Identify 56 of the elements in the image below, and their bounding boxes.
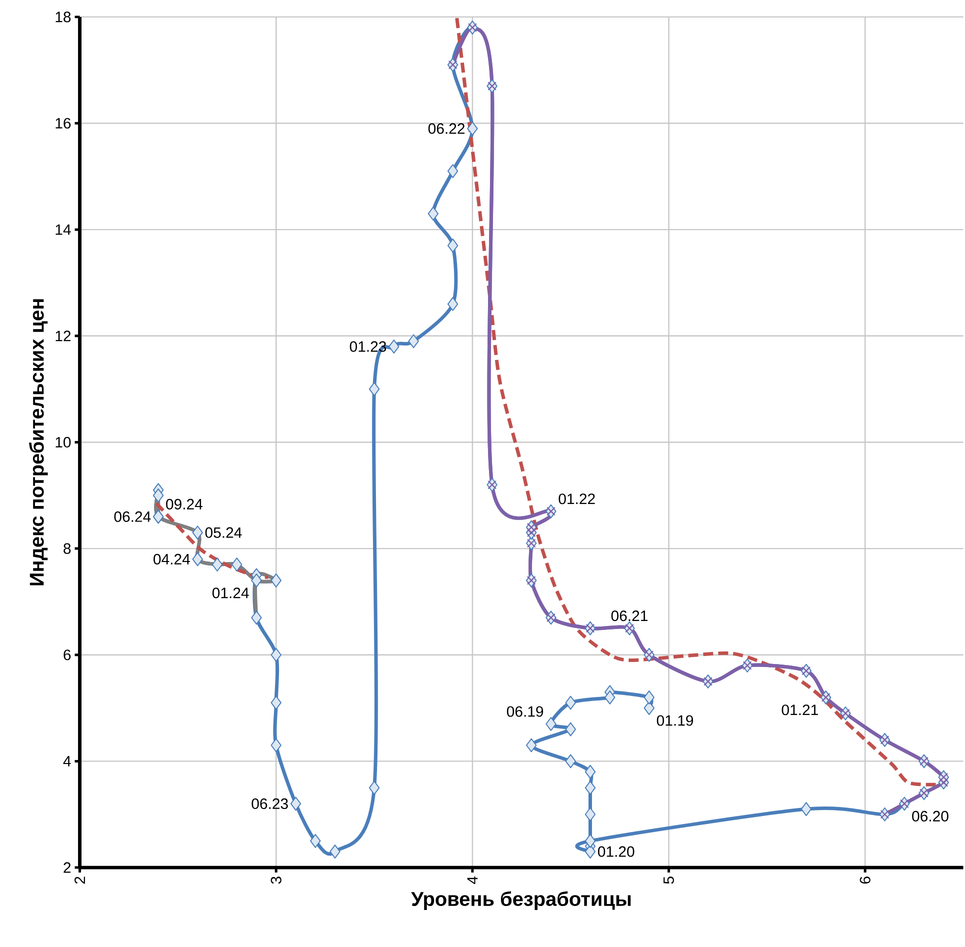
- annotation: 06.23: [252, 798, 288, 809]
- annotation: 01.24: [212, 587, 249, 598]
- annotation: 01.20: [598, 846, 634, 857]
- y-tick-label: 18: [56, 12, 71, 22]
- point: [526, 522, 536, 532]
- point: [900, 799, 909, 808]
- x-tick-label: 6: [860, 876, 870, 884]
- annotation: 09.24: [166, 498, 202, 510]
- annotation: 04.24: [154, 554, 190, 564]
- point: [802, 666, 811, 676]
- point: [920, 788, 928, 798]
- y-tick-label: 14: [56, 224, 71, 235]
- point: [704, 676, 713, 686]
- annotation: 01.23: [350, 341, 386, 352]
- annotation: 06.21: [611, 610, 648, 621]
- point: [644, 650, 654, 660]
- annotation: 05.24: [205, 527, 242, 538]
- x-tick-label: 4: [467, 876, 478, 884]
- point: [468, 22, 477, 32]
- y-axis-title: Индекс потребительских цен: [29, 299, 48, 586]
- point: [526, 538, 536, 548]
- point: [939, 772, 948, 782]
- point: [488, 480, 497, 490]
- point: [939, 778, 948, 787]
- y-tick-label: 2: [64, 862, 71, 873]
- annotation: 01.22: [558, 493, 595, 504]
- point: [880, 735, 890, 744]
- point: [880, 810, 890, 819]
- y-tick-label: 12: [56, 330, 71, 341]
- x-tick-label: 2: [74, 876, 85, 884]
- y-tick-label: 4: [63, 756, 71, 766]
- point: [625, 624, 634, 633]
- point: [821, 692, 830, 702]
- y-tick-label: 10: [56, 436, 71, 448]
- point: [742, 660, 752, 670]
- annotation: 06.24: [114, 511, 151, 522]
- point: [840, 708, 850, 718]
- point: [526, 576, 536, 585]
- x-tick-label: 5: [664, 876, 674, 884]
- y-tick-label: 8: [64, 543, 71, 554]
- annotation: 01.21: [782, 704, 818, 716]
- annotation: 01.19: [656, 715, 694, 726]
- y-tick-label: 6: [64, 649, 71, 660]
- annotation: 06.19: [506, 706, 544, 717]
- point: [488, 81, 497, 90]
- point: [546, 613, 556, 622]
- point: [920, 756, 928, 766]
- point: [546, 506, 556, 516]
- x-tick-label: 3: [270, 876, 282, 884]
- annotation: 06.22: [428, 123, 465, 134]
- annotation: 06.20: [912, 810, 948, 822]
- point: [526, 528, 536, 537]
- point: [586, 624, 595, 633]
- x-axis-title: Уровень безработицы: [411, 891, 631, 910]
- point: [448, 60, 458, 70]
- y-tick-label: 16: [56, 118, 71, 128]
